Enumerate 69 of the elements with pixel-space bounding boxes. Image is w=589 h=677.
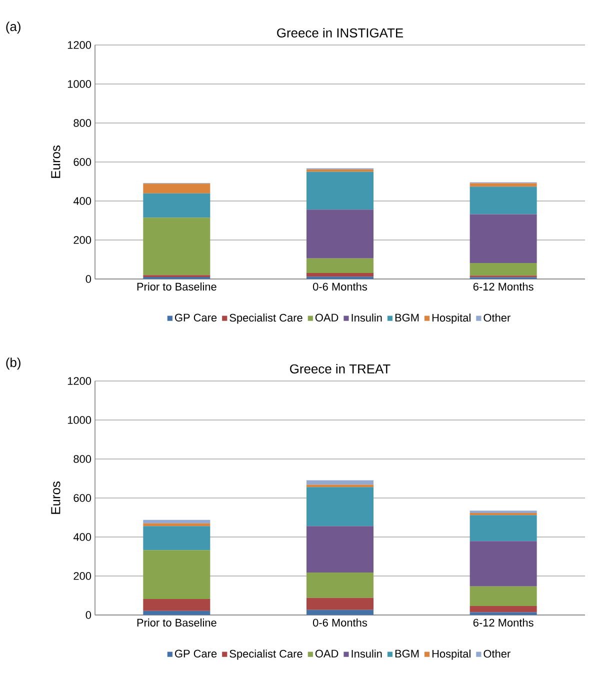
bar xyxy=(306,210,374,258)
bar xyxy=(306,272,374,277)
bar xyxy=(306,598,374,610)
chart-title: Greece in INSTIGATE xyxy=(277,28,404,38)
bar xyxy=(143,550,210,600)
bar xyxy=(470,586,537,606)
x-tick-label: Prior to Baseline xyxy=(137,282,216,291)
text: (b) xyxy=(6,358,20,370)
legend-label: Other xyxy=(484,650,510,658)
bar xyxy=(306,258,374,273)
bar xyxy=(306,484,374,488)
y-tick-label: 1200 xyxy=(68,377,92,385)
x-tick-label: 6-12 Months xyxy=(473,618,534,627)
x-tick-label: 6-12 Months xyxy=(473,282,534,291)
x-tick-label: 0-6 Months xyxy=(313,618,367,627)
bar xyxy=(306,572,374,598)
y-tick-label: 200 xyxy=(74,236,92,244)
x-tick-label: 0-6 Months xyxy=(313,282,367,291)
bar xyxy=(143,599,210,611)
bar xyxy=(470,606,537,612)
y-tick-label: 600 xyxy=(74,494,92,502)
bar xyxy=(306,487,374,526)
y-tick-label: 400 xyxy=(73,533,92,541)
bar xyxy=(306,526,374,572)
bar xyxy=(470,515,537,542)
bar xyxy=(143,193,210,218)
legend-label: GP Care xyxy=(175,650,217,658)
legend-label: Hospital xyxy=(432,650,470,660)
legend-label: BGM xyxy=(395,314,419,322)
legend-label: OAD xyxy=(315,650,338,658)
legend-label: Other xyxy=(484,314,510,322)
bar xyxy=(470,612,537,615)
bar xyxy=(143,523,210,526)
text: (a) xyxy=(6,22,20,34)
y-tick-label: 0 xyxy=(86,611,92,619)
y-tick-label: 0 xyxy=(86,275,92,283)
bar xyxy=(470,186,537,214)
chart-title: Greece in TREAT xyxy=(290,364,390,374)
bar xyxy=(306,610,374,615)
bar xyxy=(470,510,537,514)
y-tick-label: 1000 xyxy=(68,416,92,424)
legend-label: Specialist Care xyxy=(230,650,302,660)
y-tick-label: 400 xyxy=(73,197,92,205)
bar xyxy=(306,172,374,210)
legend-label: BGM xyxy=(395,650,419,658)
y-tick-label: 600 xyxy=(74,158,92,166)
legend-label: Insulin xyxy=(352,650,382,658)
bar xyxy=(143,184,210,194)
y-tick-label: 200 xyxy=(74,572,92,580)
y-axis-title: Euros xyxy=(51,482,60,514)
x-tick-label: Prior to Baseline xyxy=(137,618,216,627)
y-tick-label: 1200 xyxy=(68,41,92,49)
y-tick-label: 800 xyxy=(74,119,92,127)
legend-label: Hospital xyxy=(432,314,470,324)
bar xyxy=(143,520,210,524)
bar xyxy=(470,541,537,586)
legend-label: OAD xyxy=(315,314,338,322)
y-tick-label: 1000 xyxy=(68,80,92,88)
bar xyxy=(470,214,537,264)
y-tick-label: 800 xyxy=(74,455,92,463)
bar xyxy=(470,263,537,276)
bar xyxy=(143,218,210,276)
legend-label: Insulin xyxy=(352,314,382,322)
legend-label: Specialist Care xyxy=(230,314,302,324)
bar xyxy=(143,526,210,550)
y-axis-title: Euros xyxy=(51,146,60,178)
bar xyxy=(470,183,537,187)
legend-label: GP Care xyxy=(175,314,217,322)
bar xyxy=(143,610,210,615)
